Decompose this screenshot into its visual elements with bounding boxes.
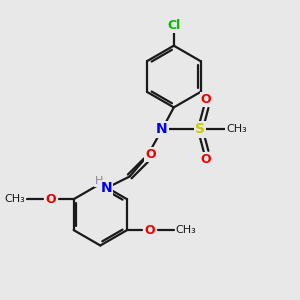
Text: O: O — [145, 148, 156, 161]
Text: O: O — [45, 193, 56, 206]
Text: S: S — [195, 122, 205, 136]
Text: O: O — [201, 153, 212, 166]
Text: N: N — [100, 181, 112, 195]
Text: H: H — [95, 176, 103, 186]
Text: O: O — [201, 93, 212, 106]
Text: CH₃: CH₃ — [4, 194, 25, 204]
Text: O: O — [145, 224, 155, 237]
Text: CH₃: CH₃ — [226, 124, 247, 134]
Text: N: N — [156, 122, 168, 136]
Text: CH₃: CH₃ — [176, 225, 196, 235]
Text: Cl: Cl — [167, 19, 180, 32]
